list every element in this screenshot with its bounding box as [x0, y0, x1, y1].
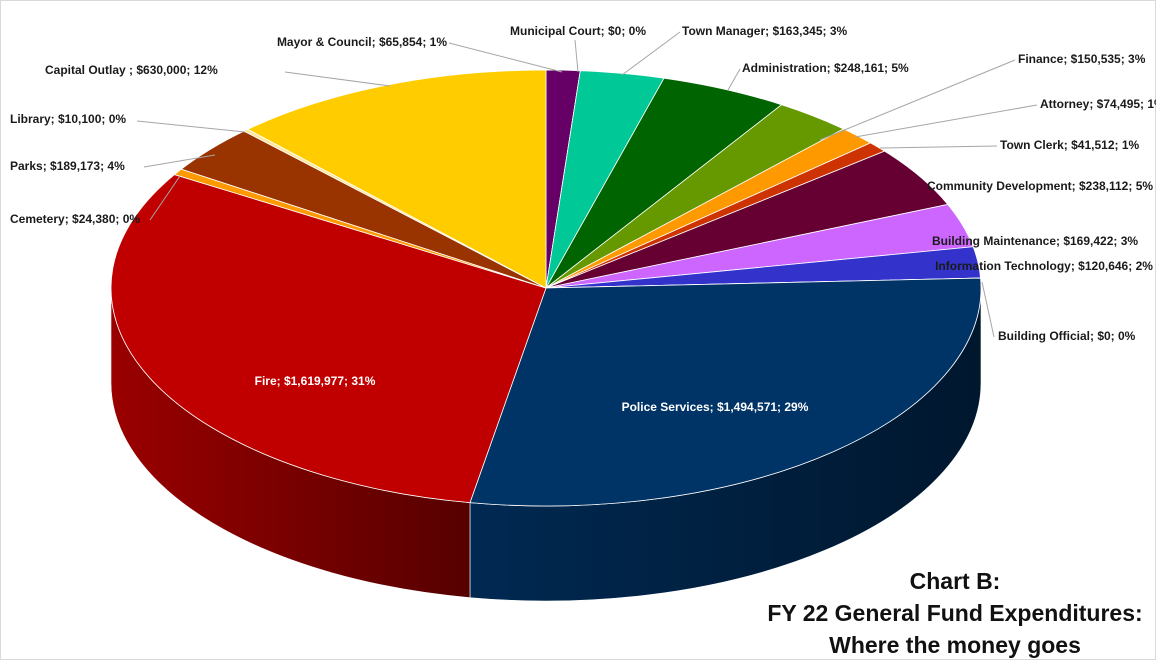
- leader-line: [448, 42, 563, 73]
- slice-label: Municipal Court; $0; 0%: [510, 24, 647, 38]
- slice-label: Building Maintenance; $169,422; 3%: [932, 234, 1139, 248]
- leader-line: [284, 71, 391, 87]
- leader-line: [854, 104, 1038, 138]
- slice-label: Administration; $248,161; 5%: [742, 61, 909, 75]
- chart-title: Where the money goes: [829, 632, 1081, 658]
- chart-title: FY 22 General Fund Expenditures:: [767, 600, 1143, 626]
- leader-line: [149, 175, 181, 221]
- leader-line: [981, 281, 995, 338]
- leader-line: [574, 39, 579, 73]
- slice-label: Attorney; $74,495; 1%: [1040, 97, 1156, 111]
- leader-line: [727, 68, 741, 91]
- slice-label: Town Manager; $163,345; 3%: [682, 24, 848, 38]
- leader-line: [143, 154, 216, 168]
- slice-label: Parks; $189,173; 4%: [10, 159, 125, 173]
- slice-label: Information Technology; $120,646; 2%: [935, 259, 1153, 273]
- slice-label: Capital Outlay ; $630,000; 12%: [45, 63, 218, 77]
- pie-slice: [110, 174, 547, 504]
- slice-label: Cemetery; $24,380; 0%: [10, 212, 141, 226]
- leader-line: [136, 120, 246, 133]
- leader-lines: [136, 31, 1038, 338]
- pie-slice: [469, 277, 982, 507]
- leader-line: [621, 31, 681, 76]
- slice-label: Fire; $1,619,977; 31%: [254, 374, 376, 388]
- leader-line: [819, 59, 1016, 141]
- slice-label: Finance; $150,535; 3%: [1018, 52, 1146, 66]
- pie-tops: [110, 69, 982, 507]
- slice-label: Community Development; $238,112; 5%: [926, 179, 1154, 193]
- slice-label: Library; $10,100; 0%: [10, 112, 127, 126]
- slice-label: Mayor & Council; $65,854; 1%: [276, 35, 447, 49]
- slice-label: Police Services; $1,494,571; 29%: [621, 400, 809, 414]
- slice-label: Town Clerk; $41,512; 1%: [1000, 138, 1140, 152]
- chart-title: Chart B:: [909, 568, 1001, 594]
- leader-line: [879, 145, 998, 149]
- slice-label: Building Official; $0; 0%: [998, 329, 1136, 343]
